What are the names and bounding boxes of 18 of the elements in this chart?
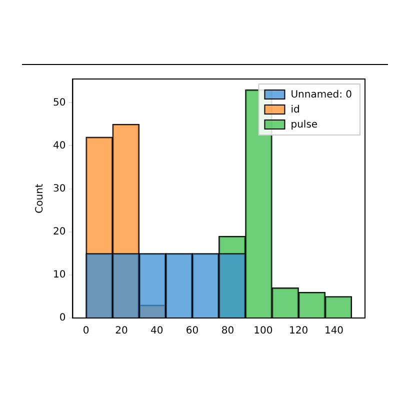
legend-label: pulse xyxy=(290,120,318,131)
y-tick-label: 20 xyxy=(52,226,66,238)
y-axis-title: Count xyxy=(34,184,46,214)
legend-label: id xyxy=(290,104,300,116)
y-tick-label: 40 xyxy=(52,140,66,152)
y-tick-label: 50 xyxy=(52,97,66,108)
x-tick-label: 0 xyxy=(82,326,90,337)
x-tick-label: 100 xyxy=(254,326,273,337)
x-tick-label: 120 xyxy=(289,326,308,337)
legend-label: Unnamed: 0 xyxy=(290,90,352,101)
y-tick-label: 0 xyxy=(59,312,66,324)
y-tick-label: 10 xyxy=(52,270,66,281)
x-tick-label: 40 xyxy=(150,326,164,337)
y-tick-label: 30 xyxy=(52,183,66,194)
x-tick-label: 60 xyxy=(186,326,199,337)
x-tick-label: 80 xyxy=(221,326,234,337)
x-tick-label: 140 xyxy=(324,326,344,337)
x-tick-label: 20 xyxy=(115,326,128,337)
